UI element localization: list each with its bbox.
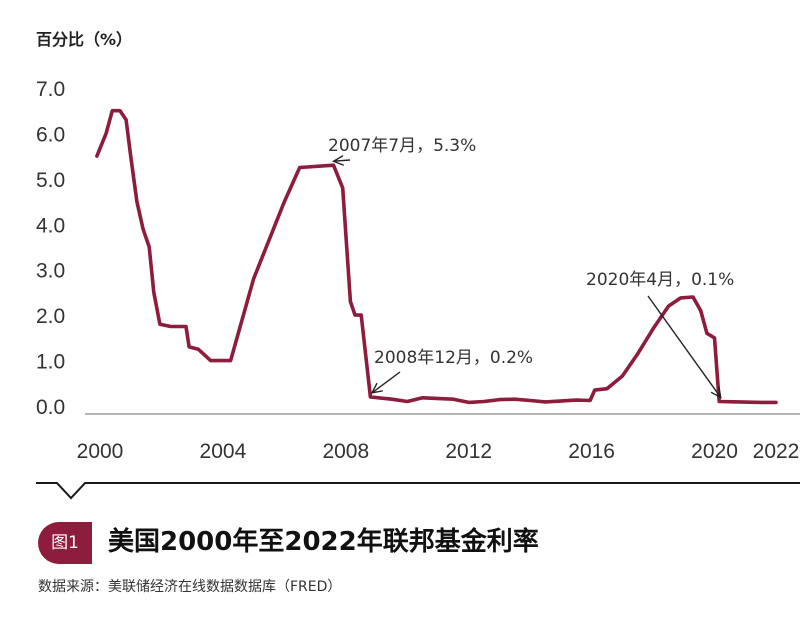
y-tick-label: 3.0 — [36, 260, 65, 283]
rate-series-line — [95, 108, 778, 405]
y-tick-label: 1.0 — [36, 351, 65, 374]
figure-number-badge: 图1 — [38, 522, 92, 564]
annotation-arrow — [647, 295, 722, 399]
annotations: 2007年7月，5.3% 2008年12月，0.2% 2020年4月，0.1% — [328, 136, 734, 399]
x-tick-label: 2012 — [445, 440, 492, 463]
y-tick-label: 2.0 — [36, 305, 65, 328]
figure-title: 美国2000年至2022年联邦基金利率 — [108, 527, 539, 557]
y-axis-ticks: 7.0 6.0 5.0 4.0 3.0 2.0 1.0 0.0 — [36, 78, 65, 419]
y-tick-label: 5.0 — [36, 169, 65, 192]
x-tick-label: 2000 — [77, 440, 124, 463]
annotation-arrow — [370, 371, 401, 394]
annotation-arrow — [331, 155, 351, 166]
line-chart: 百分比（%） 7.0 6.0 5.0 4.0 3.0 2.0 1.0 0.0 2000 2004… — [36, 30, 800, 463]
y-tick-label: 4.0 — [36, 214, 65, 237]
x-tick-label: 2022 — [753, 440, 800, 463]
x-tick-label: 2016 — [568, 440, 615, 463]
annotation-label: 2008年12月，0.2% — [374, 348, 533, 368]
divider-notch-icon — [56, 482, 86, 500]
annotation-label: 2020年4月，0.1% — [586, 270, 734, 290]
x-axis-ticks: 2000 2004 2008 2012 2016 2020 2022 — [77, 440, 800, 463]
y-tick-label: 7.0 — [36, 78, 65, 101]
x-tick-label: 2004 — [200, 440, 247, 463]
figure-caption-block: 图1 美国2000年至2022年联邦基金利率 数据来源：美联储经济在线数据数据库… — [0, 470, 800, 617]
x-tick-label: 2020 — [691, 440, 738, 463]
data-source-note: 数据来源：美联储经济在线数据数据库（FRED） — [38, 579, 342, 595]
y-tick-label: 6.0 — [36, 123, 65, 146]
x-tick-label: 2008 — [322, 440, 369, 463]
caption-divider — [36, 482, 800, 484]
annotation-label: 2007年7月，5.3% — [328, 136, 476, 156]
y-axis-label: 百分比（%） — [36, 30, 132, 49]
y-tick-label: 0.0 — [36, 396, 65, 419]
